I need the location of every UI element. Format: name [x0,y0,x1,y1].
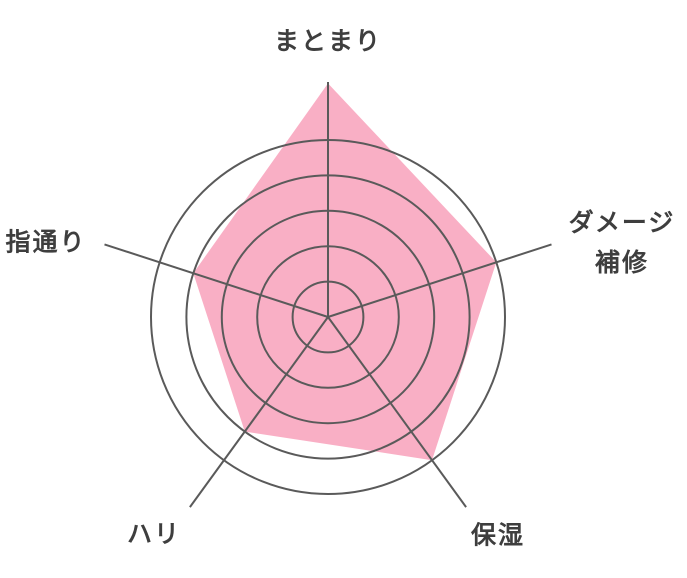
axis-label-damage-repair: ダメージ 補修 [569,203,676,283]
axis-label-moisture: 保湿 [470,521,526,550]
axis-label-damage-repair-line2: 補修 [594,249,650,277]
axis-line [104,243,329,318]
axis-label-firmness: ハリ [126,520,182,549]
axis-label-matomari: まとまり [273,27,383,56]
axis-line [189,316,329,508]
axis-label-smoothness: 指通り [5,228,87,257]
axis-line [327,316,467,508]
axis-line [327,243,552,318]
radar-data-polygon [193,83,497,461]
axis-label-damage-repair-line1: ダメージ [568,209,676,237]
